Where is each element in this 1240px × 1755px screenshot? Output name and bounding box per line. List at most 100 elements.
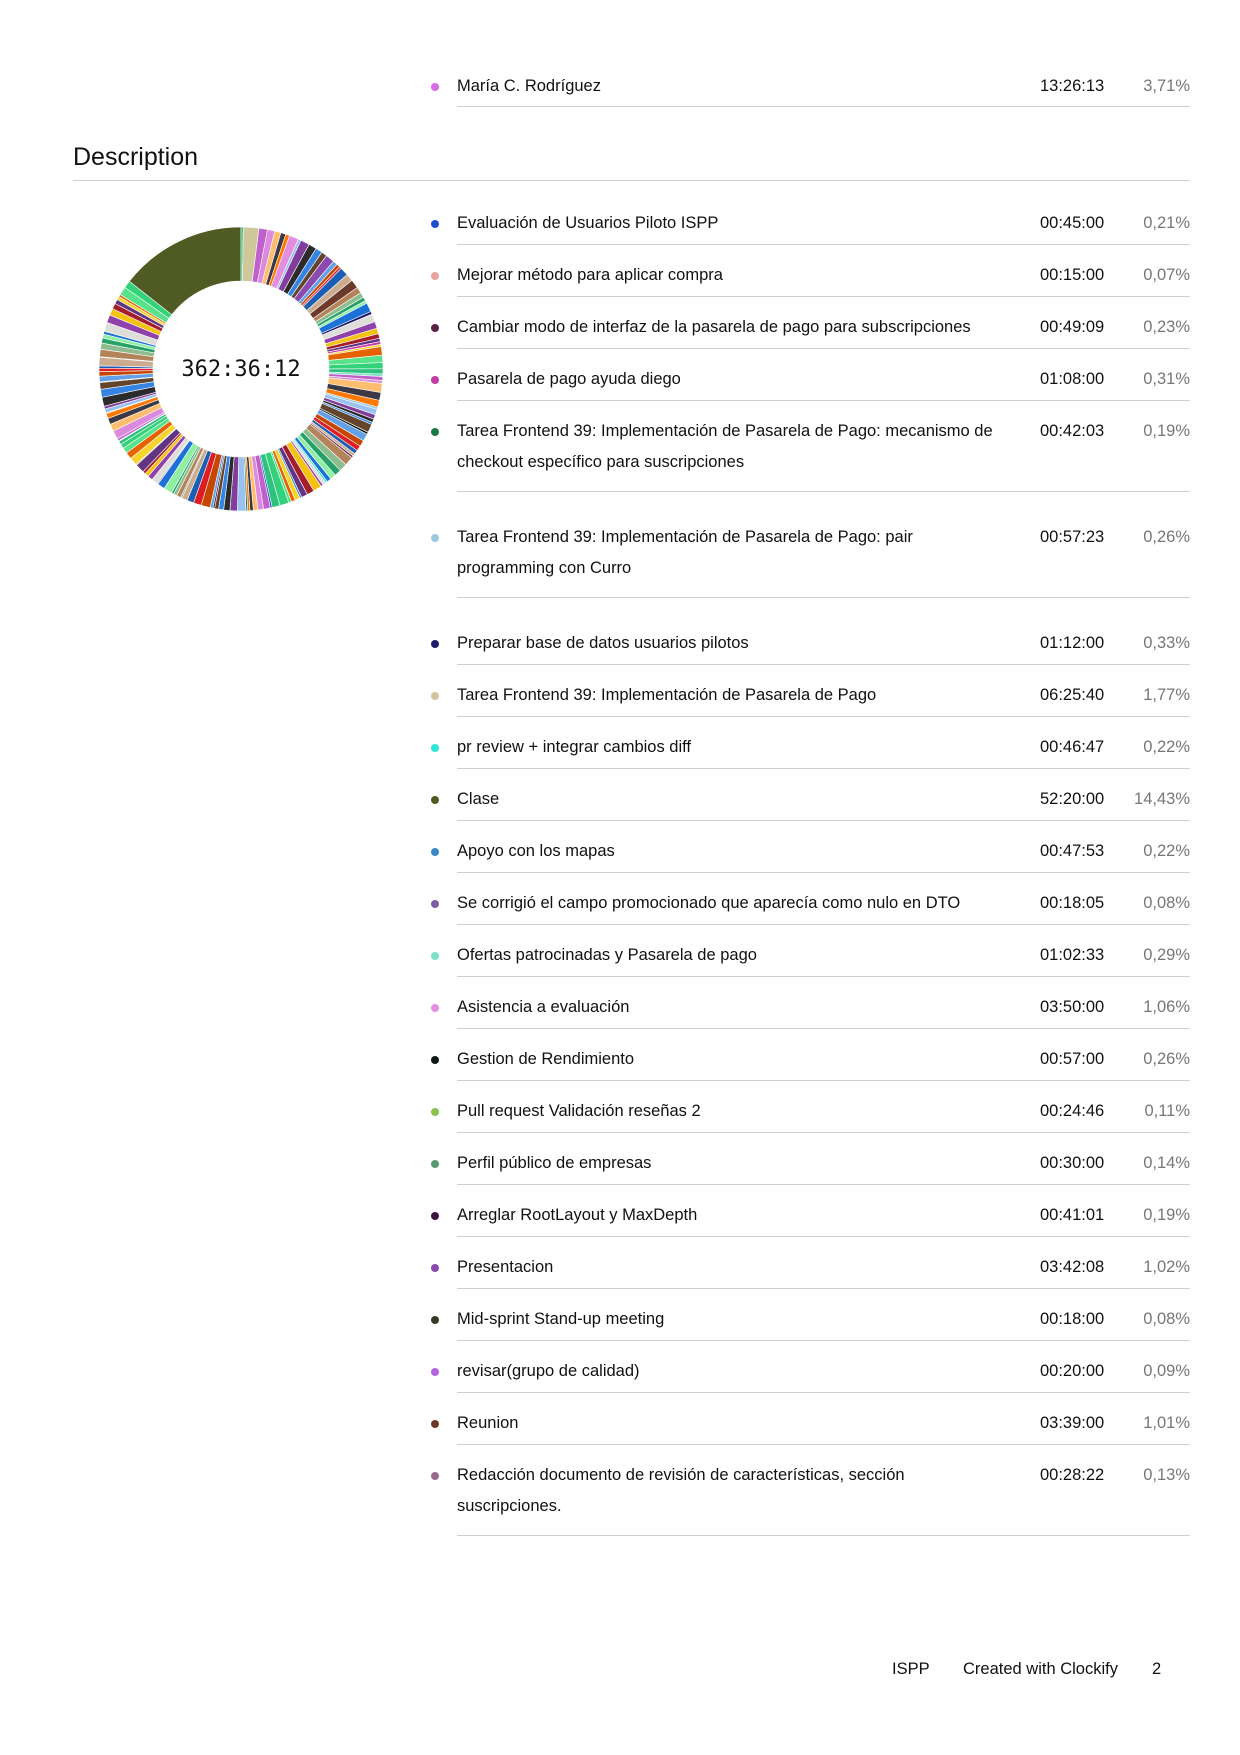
footer-created: Created with Clockify [963, 1660, 1118, 1678]
entry-time: 00:46:47 [1040, 738, 1105, 756]
entry-percent: 0,33% [1143, 634, 1190, 652]
row-divider [457, 106, 1190, 107]
row-divider [457, 400, 1190, 401]
description-row: Perfil público de empresas 00:30:00 0,14% [431, 1148, 1190, 1179]
row-divider [457, 1535, 1190, 1536]
description-row: Evaluación de Usuarios Piloto ISPP 00:45:… [431, 208, 1190, 239]
entry-percent: 1,02% [1143, 1258, 1190, 1276]
entry-label: Clase [457, 790, 500, 808]
entry-percent: 0,22% [1143, 842, 1190, 860]
entry-time: 01:08:00 [1040, 370, 1105, 388]
entry-time: 00:49:09 [1040, 318, 1105, 336]
entry-time: 00:15:00 [1040, 266, 1105, 284]
entry-time: 00:45:00 [1040, 214, 1105, 232]
row-divider [457, 244, 1190, 245]
entry-time: 01:12:00 [1040, 634, 1105, 652]
row-divider [457, 1392, 1190, 1393]
row-divider [457, 296, 1190, 297]
entry-label: Pasarela de pago ayuda diego [457, 370, 681, 388]
entry-label: Apoyo con los mapas [457, 842, 615, 860]
color-dot [431, 1368, 439, 1376]
section-title: Description [73, 143, 199, 171]
color-dot [431, 324, 439, 332]
color-dot [431, 1316, 439, 1324]
color-dot [431, 848, 439, 856]
entry-label: pr review + integrar cambios diff [457, 738, 692, 756]
entry-time: 03:42:08 [1040, 1258, 1105, 1276]
row-divider [457, 1340, 1190, 1341]
description-row: Clase 52:20:00 14,43% [431, 784, 1190, 815]
row-divider [457, 1132, 1190, 1133]
entry-label: Redacción documento de revisión de carac… [457, 1466, 905, 1515]
entry-time: 00:20:00 [1040, 1362, 1105, 1380]
color-dot [431, 272, 439, 280]
description-row: Pasarela de pago ayuda diego 01:08:00 0,31… [431, 364, 1190, 395]
row-divider [457, 1236, 1190, 1237]
description-row: Asistencia a evaluación 03:50:00 1,06% [431, 992, 1190, 1023]
description-row: Tarea Frontend 39: Implementación de Pas… [431, 416, 1190, 478]
entry-time: 00:41:01 [1040, 1206, 1105, 1224]
entry-label: Mid-sprint Stand-up meeting [457, 1310, 665, 1328]
color-dot [431, 1264, 439, 1272]
description-row: Tarea Frontend 39: Implementación de Pas… [431, 522, 1190, 584]
entry-label: Cambiar modo de interfaz de la pasarela … [457, 318, 971, 336]
entry-time: 00:18:05 [1040, 894, 1105, 912]
description-row: pr review + integrar cambios diff 00:46:4… [431, 732, 1190, 763]
description-row: Gestion de Rendimiento 00:57:00 0,26% [431, 1044, 1190, 1075]
entry-label: revisar(grupo de calidad) [457, 1362, 640, 1380]
entry-percent: 0,19% [1143, 422, 1190, 440]
row-divider [457, 664, 1190, 665]
entry-label: Ofertas patrocinadas y Pasarela de pago [457, 946, 757, 964]
footer-page-number: 2 [1152, 1660, 1162, 1678]
row-divider [457, 348, 1190, 349]
entry-percent: 0,14% [1143, 1154, 1190, 1172]
entry-percent: 0,08% [1143, 1310, 1190, 1328]
color-dot [431, 640, 439, 648]
pie-slice [124, 280, 173, 319]
row-divider [457, 716, 1190, 717]
entry-percent: 1,06% [1143, 998, 1190, 1016]
entry-time: 00:24:46 [1040, 1102, 1105, 1120]
entry-label: Evaluación de Usuarios Piloto ISPP [457, 214, 719, 232]
entry-time: 00:42:03 [1040, 422, 1105, 440]
color-dot [431, 534, 439, 542]
entry-label: Reunion [457, 1414, 519, 1432]
entry-percent: 0,31% [1143, 370, 1190, 388]
description-row: Redacción documento de revisión de carac… [431, 1460, 1190, 1522]
entry-label: Tarea Frontend 39: Implementación de Pas… [457, 422, 993, 471]
entry-label: Perfil público de empresas [457, 1154, 652, 1172]
row-divider [457, 768, 1190, 769]
section-divider [73, 180, 1190, 181]
color-dot [431, 1004, 439, 1012]
row-divider [457, 597, 1190, 598]
entry-time: 00:30:00 [1040, 1154, 1105, 1172]
row-divider [457, 1080, 1190, 1081]
color-dot [431, 952, 439, 960]
row-divider [457, 1184, 1190, 1185]
entry-time: 00:28:22 [1040, 1466, 1105, 1484]
entry-time: 01:02:33 [1040, 946, 1105, 964]
description-donut-chart: 362:36:12 [98, 226, 384, 512]
color-dot [431, 220, 439, 228]
description-row: Presentacion 03:42:08 1,02% [431, 1252, 1190, 1283]
color-dot [431, 83, 439, 91]
entry-percent: 0,22% [1143, 738, 1190, 756]
entry-label: Tarea Frontend 39: Implementación de Pas… [457, 528, 913, 577]
row-divider [457, 976, 1190, 977]
entry-time: 52:20:00 [1040, 790, 1105, 808]
entry-label: Preparar base de datos usuarios pilotos [457, 634, 749, 652]
entry-label: Tarea Frontend 39: Implementación de Pas… [457, 686, 877, 704]
description-row: Apoyo con los mapas 00:47:53 0,22% [431, 836, 1190, 867]
description-row: Arreglar RootLayout y MaxDepth 00:41:01 0,… [431, 1200, 1190, 1231]
color-dot [431, 744, 439, 752]
color-dot [431, 1212, 439, 1220]
entry-label: Presentacion [457, 1258, 554, 1276]
entry-percent: 1,01% [1143, 1414, 1190, 1432]
entry-percent: 0,08% [1143, 894, 1190, 912]
entry-percent: 0,26% [1143, 1050, 1190, 1068]
entry-time: 00:57:00 [1040, 1050, 1105, 1068]
entry-label: Mejorar método para aplicar compra [457, 266, 723, 284]
color-dot [431, 692, 439, 700]
entry-percent: 0,29% [1143, 946, 1190, 964]
entry-label: Arreglar RootLayout y MaxDepth [457, 1206, 698, 1224]
